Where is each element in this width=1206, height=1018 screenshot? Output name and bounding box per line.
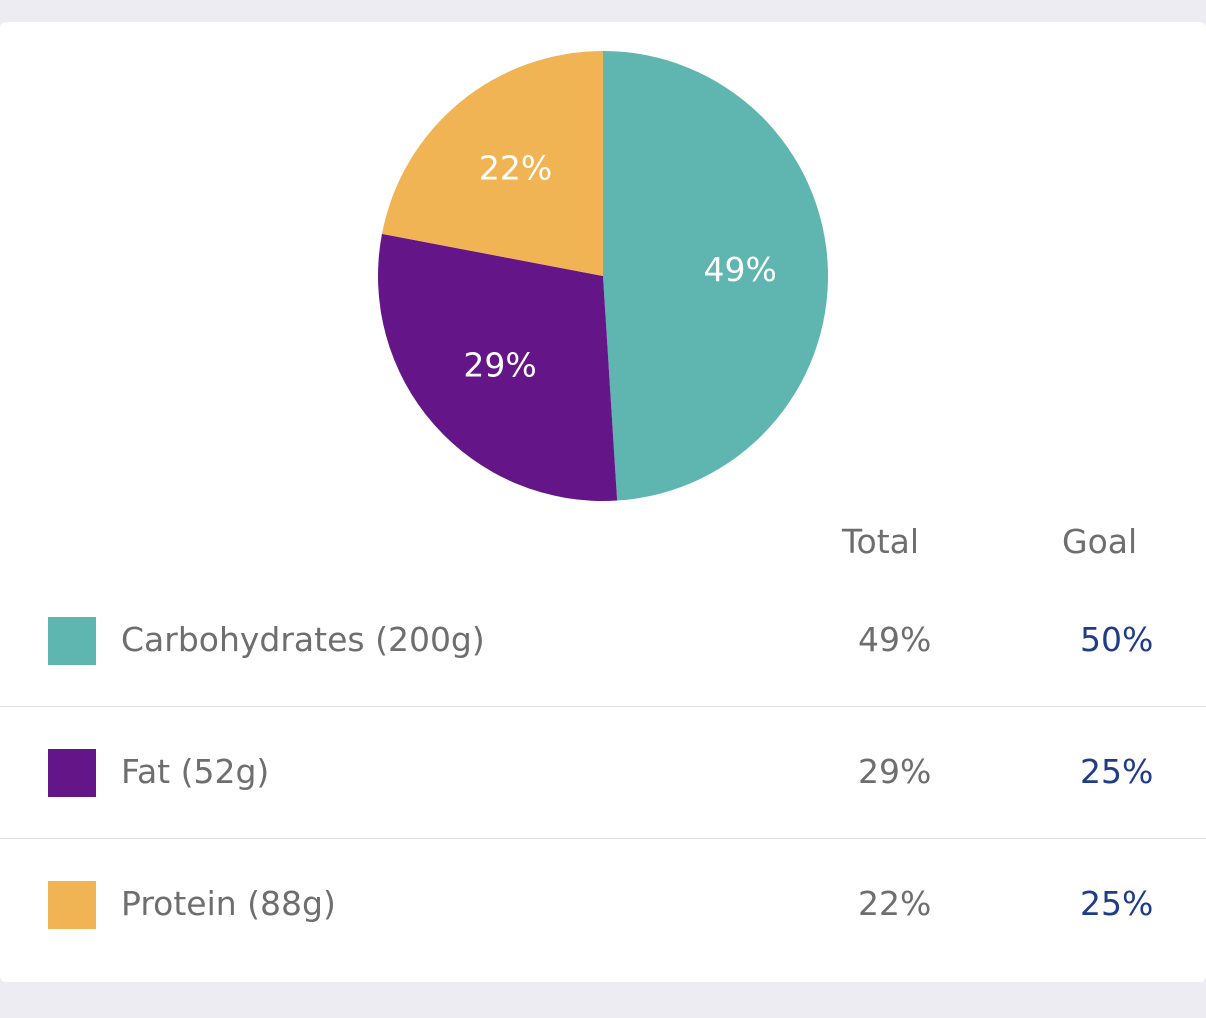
protein-label: Protein (88g) <box>121 884 336 923</box>
fat-total: 29% <box>858 752 932 791</box>
carbohydrates-total: 49% <box>858 620 932 659</box>
macro-row-fat[interactable]: Fat (52g) 29% 25% <box>0 706 1206 839</box>
carbohydrates-goal: 50% <box>1080 620 1154 659</box>
fat-color-swatch <box>48 749 96 797</box>
macros-pie-chart: 49% 29% 22% <box>0 22 1206 532</box>
pie-chart-svg: 49% 29% 22% <box>377 50 829 501</box>
carbohydrates-color-swatch <box>48 617 96 665</box>
fat-goal: 25% <box>1080 752 1154 791</box>
pie-slice-carbohydrates <box>603 51 829 501</box>
protein-total: 22% <box>858 884 932 923</box>
carbohydrates-label: Carbohydrates (200g) <box>121 620 485 659</box>
pie-slice-fat <box>377 233 618 501</box>
goal-column-header: Goal <box>1062 522 1138 561</box>
macro-row-carbohydrates[interactable]: Carbohydrates (200g) 49% 50% <box>0 574 1206 707</box>
pie-slice-protein <box>381 50 603 276</box>
fat-label: Fat (52g) <box>121 752 270 791</box>
total-column-header: Total <box>842 522 920 561</box>
macro-row-protein[interactable]: Protein (88g) 22% 25% <box>0 838 1206 970</box>
pie-label-carbohydrates: 49% <box>704 250 777 289</box>
macros-card: 49% 29% 22% Total Goal Carbohydrates (200g… <box>0 22 1206 982</box>
pie-label-protein: 22% <box>479 149 552 188</box>
protein-color-swatch <box>48 881 96 929</box>
protein-goal: 25% <box>1080 884 1154 923</box>
pie-label-fat: 29% <box>463 345 536 384</box>
